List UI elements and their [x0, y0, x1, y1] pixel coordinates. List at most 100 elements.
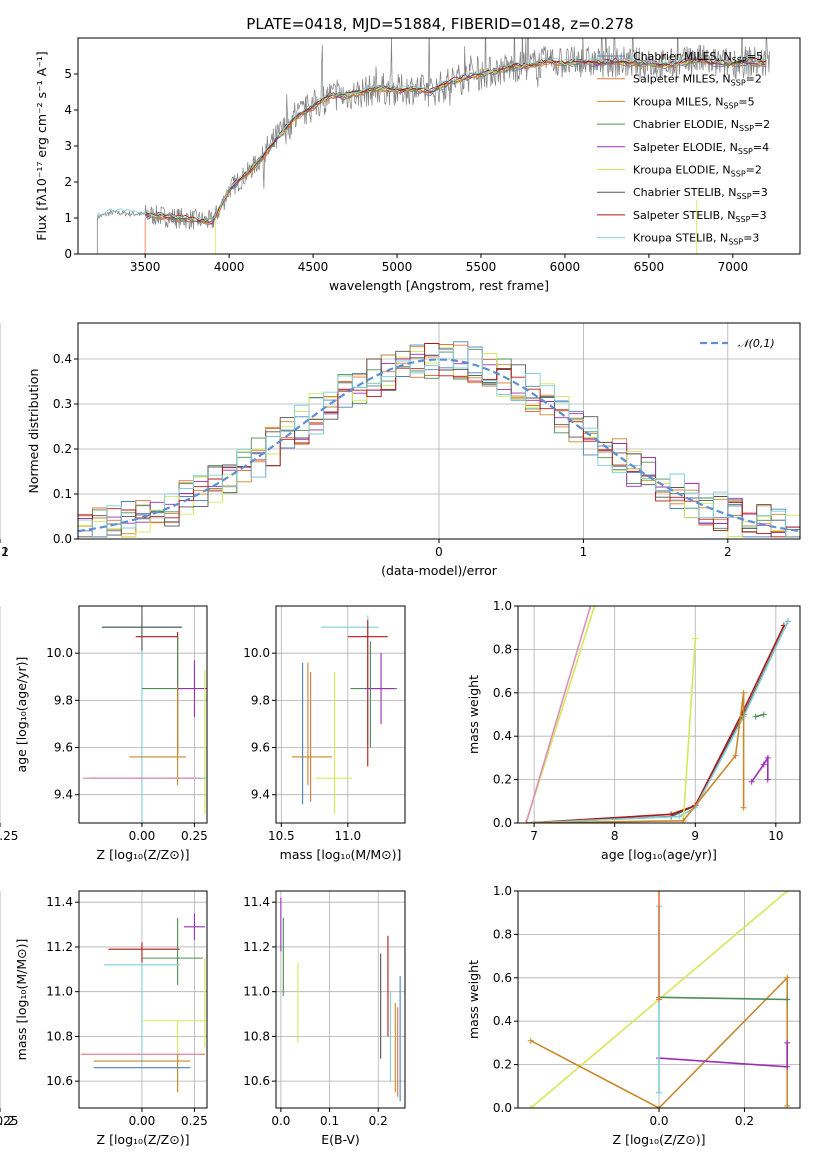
y-tick-label: 2: [64, 175, 72, 189]
model-kroupa-stelib: [97, 55, 766, 220]
axes-frame: [275, 605, 406, 824]
x-tick-label: −0.25: [0, 1114, 18, 1128]
legend-entry: Chabrier ELODIE, NSSP=2: [633, 118, 770, 133]
mass-weight-vs-age-panel: 7 8 9 10 0.0 0.2 0.4 0.6 0.8 1.0 age [log₁₀(age/yr…: [466, 599, 801, 862]
x-tick-label: 0.2: [369, 1114, 388, 1128]
point-marker: [760, 761, 767, 768]
x-tick-label: −1: [0, 545, 9, 559]
x-tick-label: 5000: [382, 260, 413, 274]
mass-weight-line: [682, 638, 697, 823]
y-tick-label: 11.0: [46, 985, 73, 999]
x-tick-label: 0: [435, 545, 443, 559]
y-tick-label: 0.2: [493, 1058, 512, 1072]
age-vs-metallicity-panel: −0.25 0.00 0.25 9.4 9.6 9.8 10.0 Z [log₁₀(Z/Z⊙)…: [0, 605, 208, 862]
legend-text: =5: [747, 50, 763, 63]
legend-text: Salpeter MILES, N: [633, 73, 731, 86]
point-marker: [527, 1105, 534, 1108]
x-axis-label: wavelength [Angstrom, rest frame]: [329, 278, 549, 293]
plot-area: [96, 38, 770, 254]
x-tick-label: 10.5: [268, 829, 295, 843]
point-marker: [692, 635, 699, 642]
legend-entry: Salpeter STELIB, NSSP=3: [633, 209, 767, 224]
mass-weight-vs-metallicity-panel: −0.2 0.0 0.2 0.0 0.2 0.4 0.6 0.8 1.0 Z [log₁₀(Z/Z…: [0, 884, 801, 1147]
x-axis-label: Z [log₁₀(Z/Z⊙)]: [97, 847, 190, 862]
y-tick-label: 11.2: [243, 940, 270, 954]
y-tick-label: 10.8: [46, 1029, 73, 1043]
legend-text: Kroupa MILES, N: [633, 95, 723, 108]
legend-text: Salpeter ELODIE, N: [633, 141, 738, 154]
y-tick-label: 0.8: [493, 642, 512, 656]
legend-subscript: SSP: [737, 192, 752, 201]
x-tick-label: 10: [768, 829, 783, 843]
y-tick-label: 0.0: [53, 532, 72, 546]
x-tick-label: 4000: [214, 260, 245, 274]
mass-vs-metallicity-panel: −0.25 0.00 0.25 10.6 10.8 11.0 11.2 11.4 Z [log₁…: [0, 890, 208, 1147]
point-marker: [740, 689, 747, 696]
x-tick-label: 4500: [298, 260, 329, 274]
legend-text: Chabrier STELIB, N: [633, 186, 737, 199]
y-tick-label: 1.0: [493, 884, 512, 898]
y-tick-label: 9.4: [54, 788, 73, 802]
x-tick-label: 7: [530, 829, 538, 843]
x-tick-label: 3500: [130, 260, 161, 274]
residual-histogram-panel: −2−1 0 1 2 0.0 0.1 0.2 0.3 0.4 (data-model)/error…: [0, 322, 801, 578]
x-tick-label: 7000: [718, 260, 749, 274]
legend-subscript: SSP: [731, 79, 746, 88]
axes-frame: [517, 605, 801, 824]
y-tick-label: 0.0: [493, 816, 512, 830]
y-axis-label: mass weight: [466, 675, 481, 754]
observed-spectrum: [96, 38, 770, 230]
mass-vs-ebv-panel: 0.0 0.1 0.2 10.6 10.8 11.0 11.2 11.4 E(B-V): [243, 890, 406, 1147]
legend-text: =2: [746, 164, 762, 177]
y-tick-label: 5: [64, 67, 72, 81]
y-tick-label: 0.1: [53, 487, 72, 501]
x-tick-label: 0.2: [735, 1114, 754, 1128]
y-tick-label: 0.4: [53, 352, 72, 366]
legend-text: =3: [743, 232, 759, 245]
point-marker: [656, 1105, 662, 1108]
legend-entry: Salpeter MILES, NSSP=2: [633, 73, 762, 88]
y-tick-label: 11.0: [243, 985, 270, 999]
y-axis-label: Flux [fλ10⁻¹⁷ erg cm⁻² s⁻¹ A⁻¹]: [34, 51, 49, 240]
y-tick-label: 9.6: [251, 741, 270, 755]
legend-subscript: SSP: [732, 56, 747, 65]
legend-text: Chabrier MILES, N: [633, 50, 732, 63]
mass-weight-line: [526, 620, 789, 823]
legend-subscript: SSP: [735, 215, 750, 224]
x-tick-label: 6000: [550, 260, 581, 274]
mass-weight-line: [525, 606, 592, 823]
plot-area: [83, 606, 207, 823]
y-tick-label: 0.2: [53, 442, 72, 456]
axes-frame: [275, 890, 406, 1109]
x-tick-label: 0.25: [181, 1114, 208, 1128]
y-tick-label: 0: [64, 247, 72, 261]
y-tick-label: 11.2: [46, 940, 73, 954]
y-tick-label: 0.6: [493, 686, 512, 700]
y-tick-label: 0.4: [493, 729, 512, 743]
x-tick-label: 11.0: [334, 829, 361, 843]
y-tick-label: 9.6: [54, 741, 73, 755]
plot-area: [280, 897, 401, 1102]
legend-text: Chabrier ELODIE, N: [633, 118, 739, 131]
plot-area: [527, 891, 791, 1108]
y-axis-label: Normed distribution: [26, 369, 41, 494]
point-marker: [784, 618, 791, 625]
mass-weight-line: [751, 755, 769, 783]
y-tick-label: 10.6: [46, 1074, 73, 1088]
legend-text: =3: [750, 209, 766, 222]
histogram-kroupa-stelib: [78, 346, 800, 538]
x-axis-label: Z [log₁₀(Z/Z⊙)]: [97, 1132, 190, 1147]
figure-title: PLATE=0418, MJD=51884, FIBERID=0148, z=0…: [246, 15, 633, 33]
mass-weight-line: [526, 625, 785, 823]
plot-area: [81, 913, 207, 1093]
point-marker: [784, 996, 791, 1003]
y-tick-label: 1: [64, 211, 72, 225]
point-marker: [740, 804, 747, 811]
legend-entry: 𝒩(0,1): [738, 337, 775, 350]
y-tick-label: 9.4: [251, 788, 270, 802]
x-tick-label: 0.1: [320, 1114, 339, 1128]
y-tick-label: 11.4: [243, 895, 270, 909]
x-axis-label: age [log₁₀(age/yr)]: [601, 847, 717, 862]
y-tick-label: 1.0: [493, 599, 512, 613]
